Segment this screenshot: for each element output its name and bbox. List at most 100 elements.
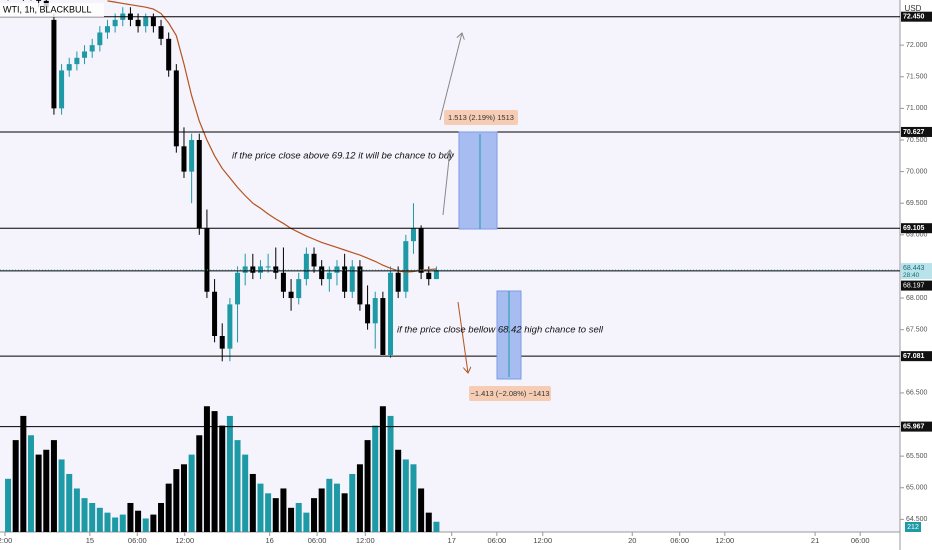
candle-body (372, 298, 378, 324)
volume-bar (96, 507, 103, 532)
candle-body (265, 266, 271, 268)
candle-body (227, 304, 233, 349)
candle-body (303, 253, 309, 280)
volume-bar (158, 502, 165, 532)
candle-body (365, 304, 371, 324)
candle-body (82, 51, 88, 58)
arrow (439, 33, 462, 121)
volume-bar (20, 415, 27, 532)
candle-body (158, 26, 164, 39)
volume-bar (188, 454, 195, 532)
x-tick-label: 06:00 (670, 536, 689, 545)
candle-body (242, 266, 248, 273)
volume-bar (326, 478, 333, 532)
volume-bar (272, 498, 279, 532)
y-tick-label: 70.500 (906, 137, 928, 144)
y-tick-label: 65.500 (906, 453, 928, 460)
candle-body (433, 270, 439, 280)
currency: USD (905, 4, 922, 13)
y-tick-label: 71.000 (906, 105, 928, 112)
volume-bar (104, 512, 111, 532)
volume-bar (73, 488, 80, 532)
x-tick-label: 12:00 (715, 536, 734, 545)
position-label: −1.413 (−2.08%) −1413 (470, 389, 549, 398)
position-label-bg (444, 110, 518, 125)
candle-body (97, 32, 103, 46)
candle-body (273, 266, 279, 273)
level-label-bg (901, 223, 932, 234)
candle-body (349, 266, 355, 292)
volume-label: 212 (907, 524, 919, 531)
price-label-bg (901, 263, 932, 280)
candle-body (173, 70, 179, 147)
y-tick-label: 66.500 (906, 390, 928, 397)
volume-label-bg (905, 522, 921, 532)
volume-bar (203, 406, 210, 532)
arrow (442, 150, 450, 216)
level-label: 65.967 (903, 423, 925, 430)
x-tick-label: 12:00 (533, 536, 552, 545)
volume-bar (150, 514, 157, 532)
volume-bar (58, 459, 65, 532)
candle-body (104, 26, 110, 33)
volume-bar (249, 473, 256, 532)
position-label: 1.513 (2.19%) 1513 (448, 113, 514, 122)
y-tick-label: 69.500 (906, 200, 928, 207)
volume-bar (356, 464, 363, 532)
y-tick-label: 72.000 (906, 42, 928, 49)
candle-body (395, 272, 401, 292)
volume-bar (379, 406, 386, 532)
x-tick-label: 12:00 (356, 536, 375, 545)
candle-body (296, 279, 302, 299)
volume-bar (349, 473, 356, 532)
x-tick-label: 17 (448, 536, 456, 545)
candle-body (59, 70, 65, 109)
volume-bar (135, 510, 142, 532)
x-tick-label: 12:00 (175, 536, 194, 545)
volume-bar (127, 502, 134, 532)
level-label: 72.450 (903, 14, 925, 21)
volume-bar (173, 469, 180, 532)
candle-body (418, 228, 424, 273)
volume-bar (50, 440, 57, 532)
annotation: if the price close bellow 68.42 high cha… (397, 325, 604, 336)
x-tick-label: 2:00 (0, 536, 12, 545)
price-label: 68.443 (903, 265, 925, 272)
moving-average (107, 0, 437, 273)
volume-bar (112, 517, 119, 532)
x-tick-label: 15 (86, 536, 94, 545)
volume-bar (311, 498, 318, 532)
candle-body (326, 272, 332, 280)
x-tick-label: 06:00 (487, 536, 506, 545)
candle-body (403, 241, 409, 292)
candle-body (280, 272, 286, 292)
y-tick-label: 69.000 (906, 232, 928, 239)
volume-bar (303, 512, 310, 532)
volume-bar (43, 449, 50, 532)
y-tick-label: 67.500 (906, 327, 928, 334)
y-tick-label: 71.500 (906, 74, 928, 81)
candle-body (219, 335, 225, 349)
chart-title: WTI, 1h, BLACKBULL (3, 4, 92, 14)
level-label: 69.105 (903, 225, 925, 232)
candle-body (189, 139, 195, 172)
x-tick-label: 06:00 (308, 536, 327, 545)
candle-body (319, 266, 325, 280)
candle-body (235, 272, 241, 305)
volume-bar (341, 493, 348, 532)
volume-bar (280, 488, 287, 532)
candle-body (380, 298, 386, 355)
candle-body (51, 19, 57, 109)
candle-body (357, 266, 363, 305)
arrow (457, 301, 468, 373)
y-tick-label: 68.000 (906, 295, 928, 302)
level-label-bg (901, 11, 932, 22)
volume-bar (425, 512, 432, 532)
volume-bar (402, 459, 409, 532)
plot: 1.513 (2.19%) 1513 −1.413 (−2.08%) −1413 i… (0, 0, 900, 532)
axes: 64.500 65.000 65.500 66.500 67.500 68.000 69.0… (0, 11, 932, 545)
volume-bar (12, 440, 19, 532)
volume-bar (89, 502, 96, 532)
candle-body (66, 64, 72, 71)
